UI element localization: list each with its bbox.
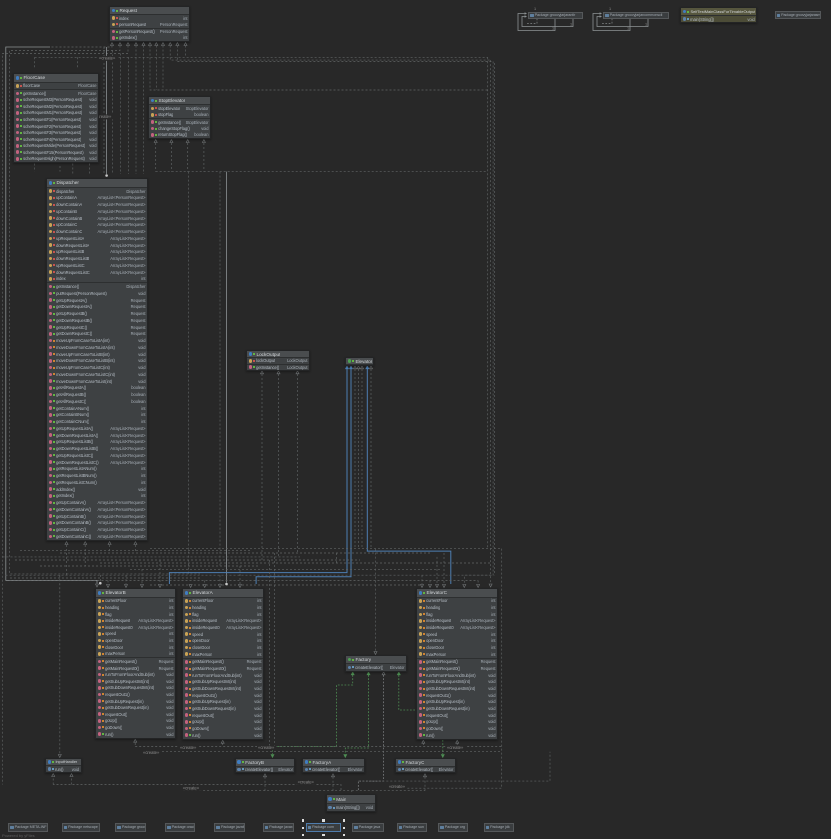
svg-text:1: 1 bbox=[609, 7, 611, 11]
svg-text:«create»: «create» bbox=[143, 750, 160, 755]
svg-text:1: 1 bbox=[627, 27, 629, 31]
svg-text:1: 1 bbox=[534, 7, 536, 11]
svg-text:«create»: «create» bbox=[183, 786, 200, 791]
svg-text:1: 1 bbox=[570, 23, 572, 27]
svg-text:«create»: «create» bbox=[389, 784, 406, 789]
svg-text:«create»: «create» bbox=[180, 745, 197, 750]
svg-text:«create»: «create» bbox=[99, 56, 116, 61]
svg-text:«create»: «create» bbox=[298, 780, 315, 785]
svg-text:1: 1 bbox=[645, 23, 647, 27]
svg-text:«create»: «create» bbox=[258, 745, 275, 750]
svg-text:1: 1 bbox=[552, 27, 554, 31]
svg-text:«create»: «create» bbox=[95, 114, 112, 119]
svg-text:«create»: «create» bbox=[447, 745, 464, 750]
